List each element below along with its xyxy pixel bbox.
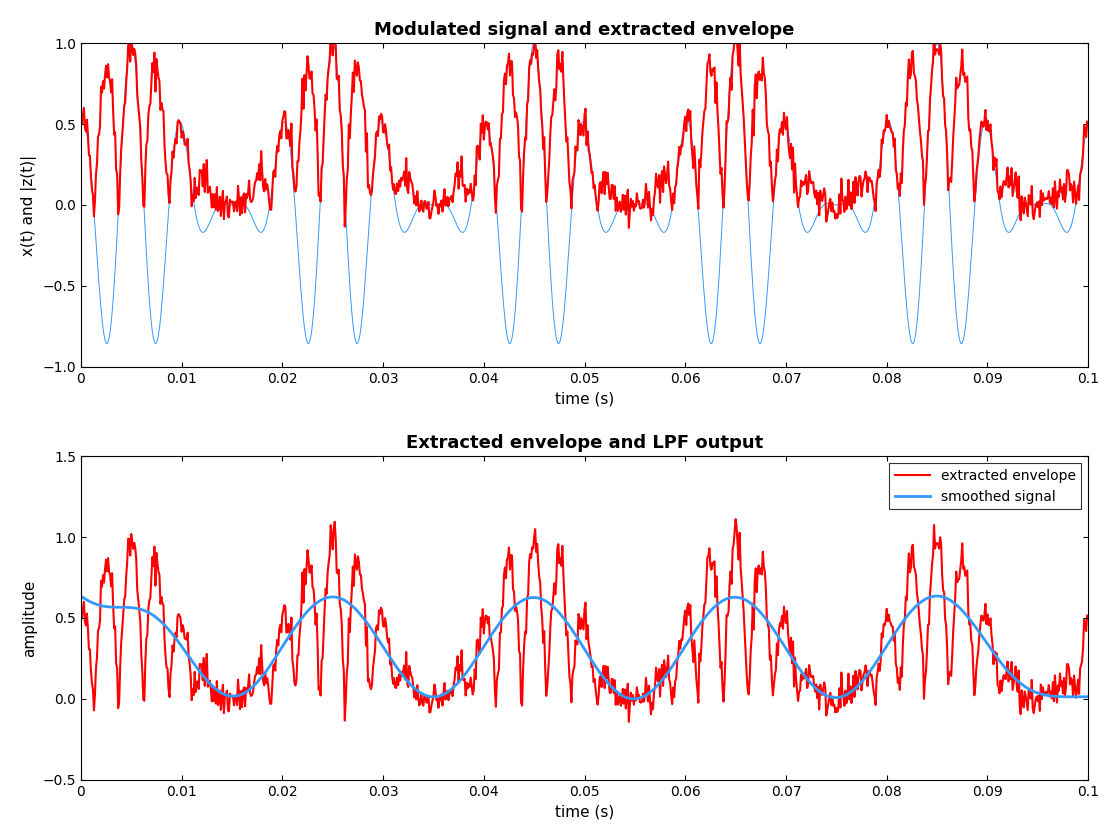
extracted envelope <box>879 616 893 626</box>
extracted envelope <box>861 681 875 691</box>
Line: extracted envelope: extracted envelope <box>81 519 1088 722</box>
smoothed signal <box>482 635 495 645</box>
X-axis label: time (s): time (s) <box>554 391 614 406</box>
extracted envelope <box>729 514 743 524</box>
extracted envelope <box>767 680 781 690</box>
Title: Modulated signal and extracted envelope: Modulated signal and extracted envelope <box>374 21 795 39</box>
extracted envelope <box>517 641 531 651</box>
extracted envelope <box>74 608 87 618</box>
Title: Extracted envelope and LPF output: Extracted envelope and LPF output <box>405 434 763 452</box>
smoothed signal <box>74 591 87 601</box>
extracted envelope <box>1081 611 1094 621</box>
smoothed signal <box>931 591 944 601</box>
smoothed signal <box>177 644 190 654</box>
smoothed signal <box>627 694 641 704</box>
smoothed signal <box>878 644 892 654</box>
smoothed signal <box>517 595 531 605</box>
smoothed signal <box>1081 691 1094 701</box>
Legend: extracted envelope, smoothed signal: extracted envelope, smoothed signal <box>889 463 1081 509</box>
smoothed signal <box>860 671 874 681</box>
extracted envelope <box>482 618 495 628</box>
Y-axis label: amplitude: amplitude <box>22 580 37 657</box>
Line: smoothed signal: smoothed signal <box>81 596 1088 699</box>
smoothed signal <box>766 623 780 633</box>
extracted envelope <box>177 624 190 634</box>
Y-axis label: x(t) and |z(t)|: x(t) and |z(t)| <box>21 155 37 255</box>
extracted envelope <box>622 717 635 727</box>
X-axis label: time (s): time (s) <box>554 804 614 819</box>
